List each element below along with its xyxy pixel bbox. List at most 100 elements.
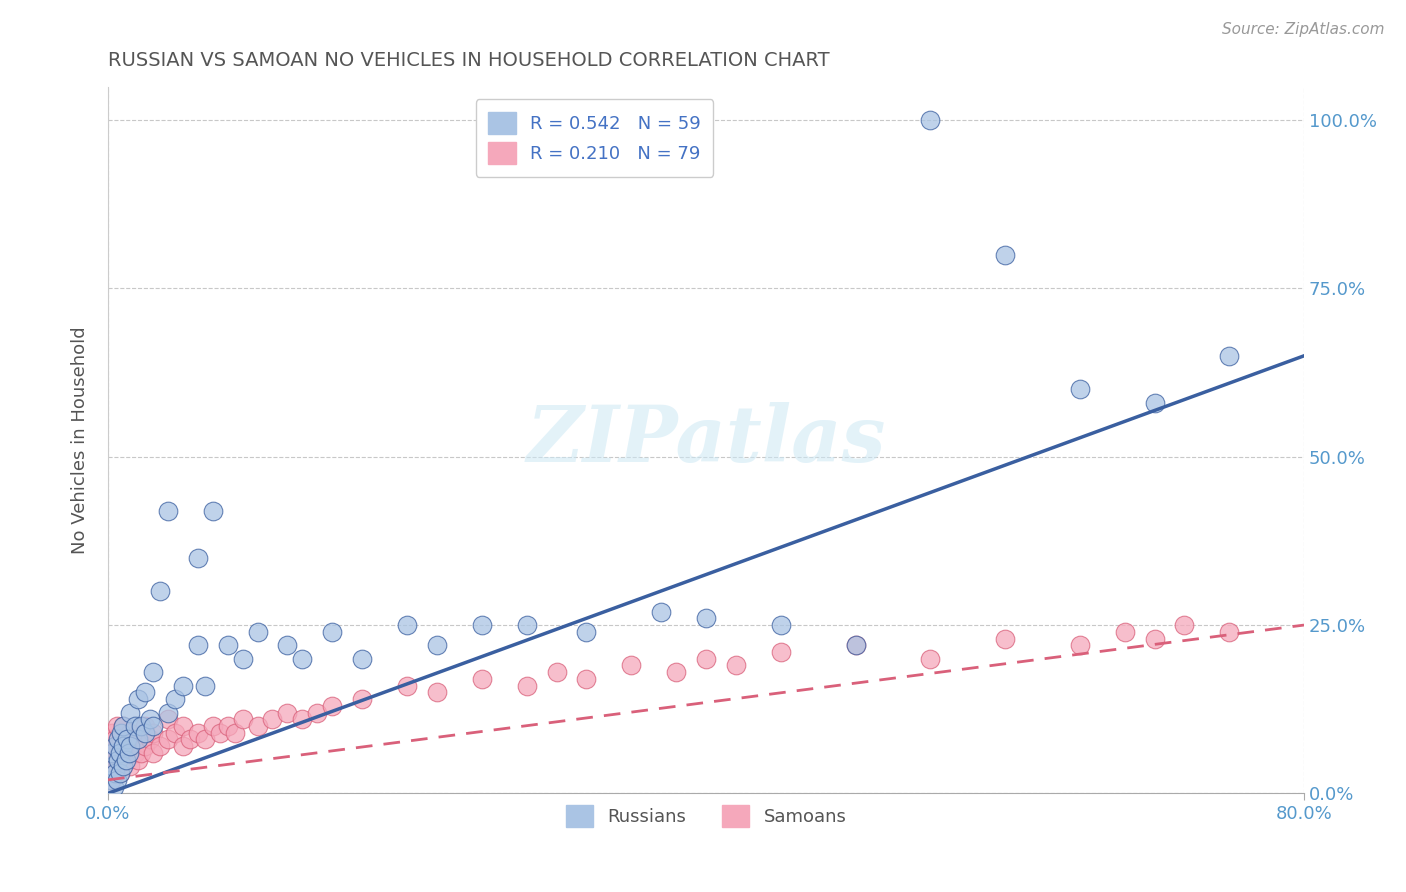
Point [920,651,942,665]
Point [844,638,866,652]
Point [118,746,141,760]
Point [156,712,179,726]
Point [121,739,143,754]
Point [307,706,329,720]
Point [620,658,643,673]
Point [172,739,194,754]
Point [516,679,538,693]
Point [110,753,132,767]
Point [165,725,187,739]
Point [108,766,131,780]
Point [1218,349,1240,363]
Point [108,746,131,760]
Point [217,719,239,733]
Point [103,780,125,794]
Point [107,753,129,767]
Point [187,550,209,565]
Point [232,712,254,726]
Point [395,679,418,693]
Point [142,725,165,739]
Point [276,706,298,720]
Point [100,766,122,780]
Point [117,732,139,747]
Point [194,732,217,747]
Point [111,739,134,754]
Point [769,645,792,659]
Point [395,618,418,632]
Point [426,638,449,652]
Point [156,706,179,720]
Point [111,759,134,773]
Point [232,651,254,665]
Point [994,248,1017,262]
Point [134,725,156,739]
Point [1114,624,1136,639]
Point [201,719,224,733]
Point [352,692,374,706]
Point [179,732,201,747]
Point [129,746,152,760]
Point [127,753,149,767]
Point [98,772,121,787]
Point [187,725,209,739]
Point [108,746,131,760]
Point [100,732,122,747]
Point [101,746,124,760]
Point [194,679,217,693]
Point [120,706,142,720]
Point [1069,383,1091,397]
Point [994,632,1017,646]
Point [1069,638,1091,652]
Point [139,712,162,726]
Point [695,611,717,625]
Point [111,739,134,754]
Point [124,719,146,733]
Point [262,712,284,726]
Point [104,766,127,780]
Point [224,725,246,739]
Point [665,665,688,680]
Point [321,624,343,639]
Point [120,739,142,754]
Point [134,685,156,699]
Point [149,739,172,754]
Point [127,692,149,706]
Point [650,605,672,619]
Point [101,746,124,760]
Point [134,739,156,754]
Point [129,719,152,733]
Point [142,746,165,760]
Y-axis label: No Vehicles in Household: No Vehicles in Household [72,326,89,554]
Point [209,725,232,739]
Point [172,679,194,693]
Point [108,766,131,780]
Point [352,651,374,665]
Point [1218,624,1240,639]
Point [165,692,187,706]
Point [101,759,124,773]
Point [246,624,269,639]
Point [142,719,165,733]
Point [1143,396,1166,410]
Point [100,753,122,767]
Point [142,665,165,680]
Point [104,739,127,754]
Point [546,665,568,680]
Point [575,672,598,686]
Point [105,772,128,787]
Point [120,759,142,773]
Point [156,732,179,747]
Point [217,638,239,652]
Point [187,638,209,652]
Point [110,725,132,739]
Point [107,759,129,773]
Point [103,759,125,773]
Legend: Russians, Samoans: Russians, Samoans [558,797,853,834]
Point [104,766,127,780]
Point [115,753,138,767]
Point [103,739,125,754]
Point [426,685,449,699]
Point [127,732,149,747]
Text: Source: ZipAtlas.com: Source: ZipAtlas.com [1222,22,1385,37]
Point [111,719,134,733]
